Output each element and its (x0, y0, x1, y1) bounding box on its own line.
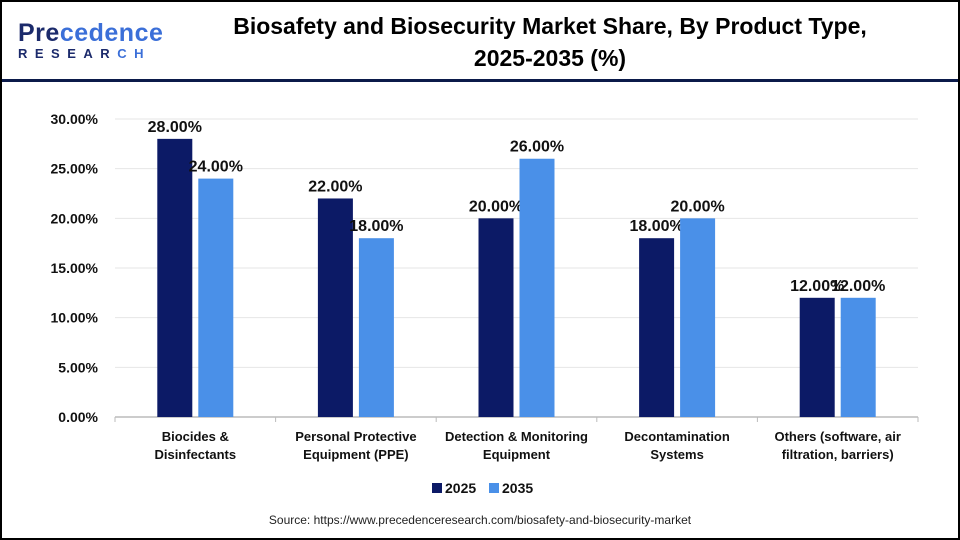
y-tick-label: 20.00% (51, 210, 99, 226)
bar-2035 (198, 178, 234, 417)
logo-sub: RESEARCH (18, 46, 151, 61)
x-category-label: Others (software, air (774, 429, 900, 444)
legend-label: 2035 (502, 480, 533, 496)
y-tick-label: 0.00% (58, 409, 98, 425)
legend-swatch-2025 (432, 483, 442, 493)
y-tick-label: 10.00% (51, 310, 99, 326)
bar-2035 (680, 218, 716, 417)
logo: Precedence RESEARCH (18, 19, 164, 62)
bar-2025 (317, 198, 353, 417)
title-line-1: Biosafety and Biosecurity Market Share, … (233, 13, 867, 39)
data-label: 12.00% (790, 278, 844, 295)
legend-label: 2025 (445, 480, 476, 496)
bar-2025 (639, 238, 675, 417)
data-label: 18.00% (349, 218, 403, 235)
y-tick-label: 30.00% (51, 111, 99, 127)
data-label: 18.00% (629, 218, 683, 235)
chart-title: Biosafety and Biosecurity Market Share, … (180, 10, 920, 74)
title-line-2: 2025-2035 (%) (473, 45, 627, 71)
data-label: 20.00% (670, 198, 724, 215)
x-category-label: Equipment (PPE) (303, 447, 408, 462)
bar-2035 (840, 297, 876, 417)
bar-2025 (157, 138, 193, 417)
data-label: 20.00% (469, 198, 523, 215)
x-category-label: Personal Protective (295, 429, 416, 444)
x-category-label: Decontamination (624, 429, 730, 444)
x-category-label: Equipment (483, 447, 551, 462)
data-label: 26.00% (510, 139, 564, 156)
x-category-label: Disinfectants (154, 447, 236, 462)
x-category-label: Biocides & (162, 429, 229, 444)
bar-2035 (358, 238, 394, 417)
x-category-label: filtration, barriers) (782, 447, 894, 462)
y-tick-label: 25.00% (51, 161, 99, 177)
bar-2025 (478, 218, 514, 417)
bar-2025 (799, 297, 835, 417)
data-label: 28.00% (148, 119, 202, 136)
y-tick-label: 5.00% (58, 359, 98, 375)
data-label: 12.00% (831, 278, 885, 295)
y-tick-label: 15.00% (51, 260, 99, 276)
logo-brand: Precedence (18, 19, 164, 47)
x-category-label: Systems (650, 447, 703, 462)
header-divider (2, 79, 958, 82)
source-note: Source: https://www.precedenceresearch.c… (268, 513, 692, 527)
x-category-label: Detection & Monitoring (445, 429, 588, 444)
bar-2035 (519, 158, 555, 417)
data-label: 24.00% (189, 159, 243, 176)
data-label: 22.00% (308, 178, 362, 195)
legend-swatch-2035 (489, 483, 499, 493)
